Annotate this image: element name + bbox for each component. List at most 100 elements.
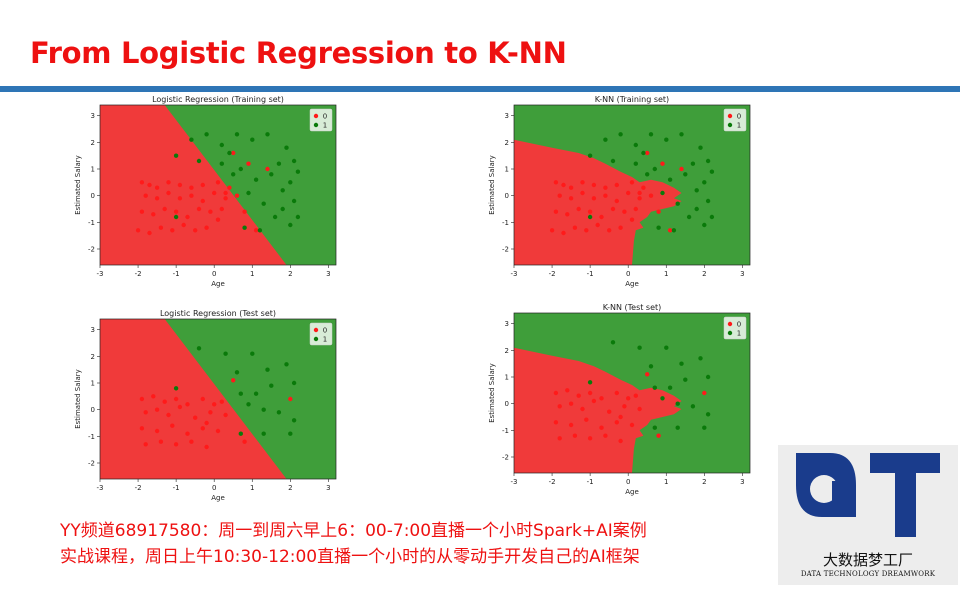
point-class-1	[189, 137, 194, 142]
point-class-0	[568, 196, 574, 201]
point-class-0	[568, 185, 574, 190]
logo-d-stem	[832, 481, 842, 511]
point-class-0	[200, 426, 205, 431]
point-class-0	[135, 228, 141, 233]
footer-note: YY频道68917580：周一到周六早上6：00-7:00直播一个小时Spark…	[60, 518, 647, 570]
point-class-0	[576, 393, 581, 398]
legend-box	[309, 322, 333, 346]
x-tick-label: -2	[549, 270, 556, 278]
point-class-0	[633, 393, 638, 398]
point-class-1	[223, 351, 228, 356]
footer-line-2: 实战课程，周日上午10:30-12:00直播一个小时的从零动手开发自己的AI框架	[60, 547, 640, 567]
point-class-1	[284, 145, 289, 150]
region-class-0	[514, 347, 682, 473]
point-class-0	[591, 196, 597, 201]
y-tick-label: 1	[505, 374, 509, 382]
legend-marker-1	[313, 122, 319, 128]
point-class-1	[641, 150, 646, 156]
x-tick-label: -2	[135, 270, 142, 278]
point-class-0	[580, 190, 585, 196]
point-class-1	[276, 161, 282, 166]
legend-marker-0	[727, 113, 733, 119]
point-class-0	[607, 409, 612, 414]
point-class-0	[614, 198, 619, 204]
point-class-0	[227, 185, 232, 190]
point-class-1	[280, 206, 285, 212]
point-class-0	[633, 206, 638, 212]
x-tick-label: -3	[511, 478, 518, 486]
point-class-0	[595, 222, 600, 228]
point-class-1	[231, 172, 236, 177]
point-class-1	[664, 345, 669, 350]
point-class-0	[166, 190, 171, 196]
point-class-0	[166, 412, 171, 418]
point-class-0	[173, 209, 179, 214]
point-class-1	[694, 188, 699, 193]
legend-box	[723, 108, 747, 132]
point-class-0	[139, 180, 145, 185]
y-tick-label: -1	[88, 433, 95, 441]
logo-chinese-name: 大数据梦工厂	[822, 551, 913, 569]
axes-frame	[99, 104, 337, 266]
point-class-1	[291, 158, 297, 164]
point-class-0	[170, 228, 175, 233]
legend-label-0: 0	[737, 113, 741, 121]
x-axis-label: Age	[625, 488, 639, 496]
point-class-1	[683, 172, 688, 177]
point-class-0	[557, 436, 562, 441]
point-class-0	[618, 414, 623, 420]
point-class-0	[242, 209, 247, 214]
point-class-1	[250, 137, 255, 142]
point-class-1	[652, 166, 657, 172]
point-class-0	[185, 214, 190, 220]
point-class-0	[177, 182, 183, 188]
point-class-1	[272, 214, 278, 220]
point-class-0	[143, 442, 148, 447]
y-tick-label: -2	[502, 454, 509, 462]
point-class-1	[705, 198, 711, 204]
point-class-1	[288, 180, 293, 185]
point-class-0	[147, 230, 152, 236]
point-class-1	[656, 225, 661, 230]
point-class-0	[637, 406, 642, 412]
point-class-0	[572, 225, 578, 230]
x-tick-label: 0	[626, 478, 630, 486]
point-class-1	[702, 180, 707, 185]
dt-logo-mark	[796, 453, 940, 537]
chart-knn-test: -3 -2 -1 0 1 2 3 -2 -1 0 1 2 3 K-NN (Test set) Age Esti…	[482, 300, 754, 496]
point-class-1	[698, 356, 703, 361]
legend-marker-0	[727, 321, 733, 327]
point-class-1	[679, 132, 684, 137]
legend-label-0: 0	[323, 327, 327, 335]
point-class-0	[139, 209, 145, 214]
point-class-0	[645, 150, 650, 156]
point-class-0	[166, 180, 171, 185]
point-class-0	[656, 209, 661, 214]
point-class-0	[208, 410, 213, 415]
point-class-0	[189, 193, 194, 198]
point-class-0	[656, 433, 661, 438]
point-class-0	[553, 180, 559, 185]
point-class-0	[607, 228, 612, 233]
point-class-0	[584, 417, 589, 422]
point-class-0	[185, 402, 190, 407]
point-class-0	[193, 228, 198, 233]
point-class-0	[565, 212, 570, 217]
legend-label-1: 1	[737, 330, 741, 338]
point-class-0	[215, 217, 221, 222]
x-tick-label: -3	[511, 270, 518, 278]
point-class-0	[660, 161, 665, 166]
chart-logreg-test: -3 -2 -1 0 1 2 3 -2 -1 0 1 2 3 Logistic Regression (T…	[68, 306, 340, 502]
x-tick-label: 0	[212, 270, 216, 278]
y-tick-label: -1	[88, 219, 95, 227]
point-class-0	[622, 209, 627, 214]
point-class-1	[667, 385, 673, 390]
x-tick-label: 2	[288, 484, 292, 492]
y-axis-label: Estimated Salary	[74, 155, 82, 215]
x-tick-label: -3	[97, 484, 104, 492]
point-class-0	[618, 438, 623, 444]
point-class-1	[280, 188, 285, 193]
x-tick-label: 1	[664, 270, 668, 278]
x-tick-label: 0	[626, 270, 630, 278]
